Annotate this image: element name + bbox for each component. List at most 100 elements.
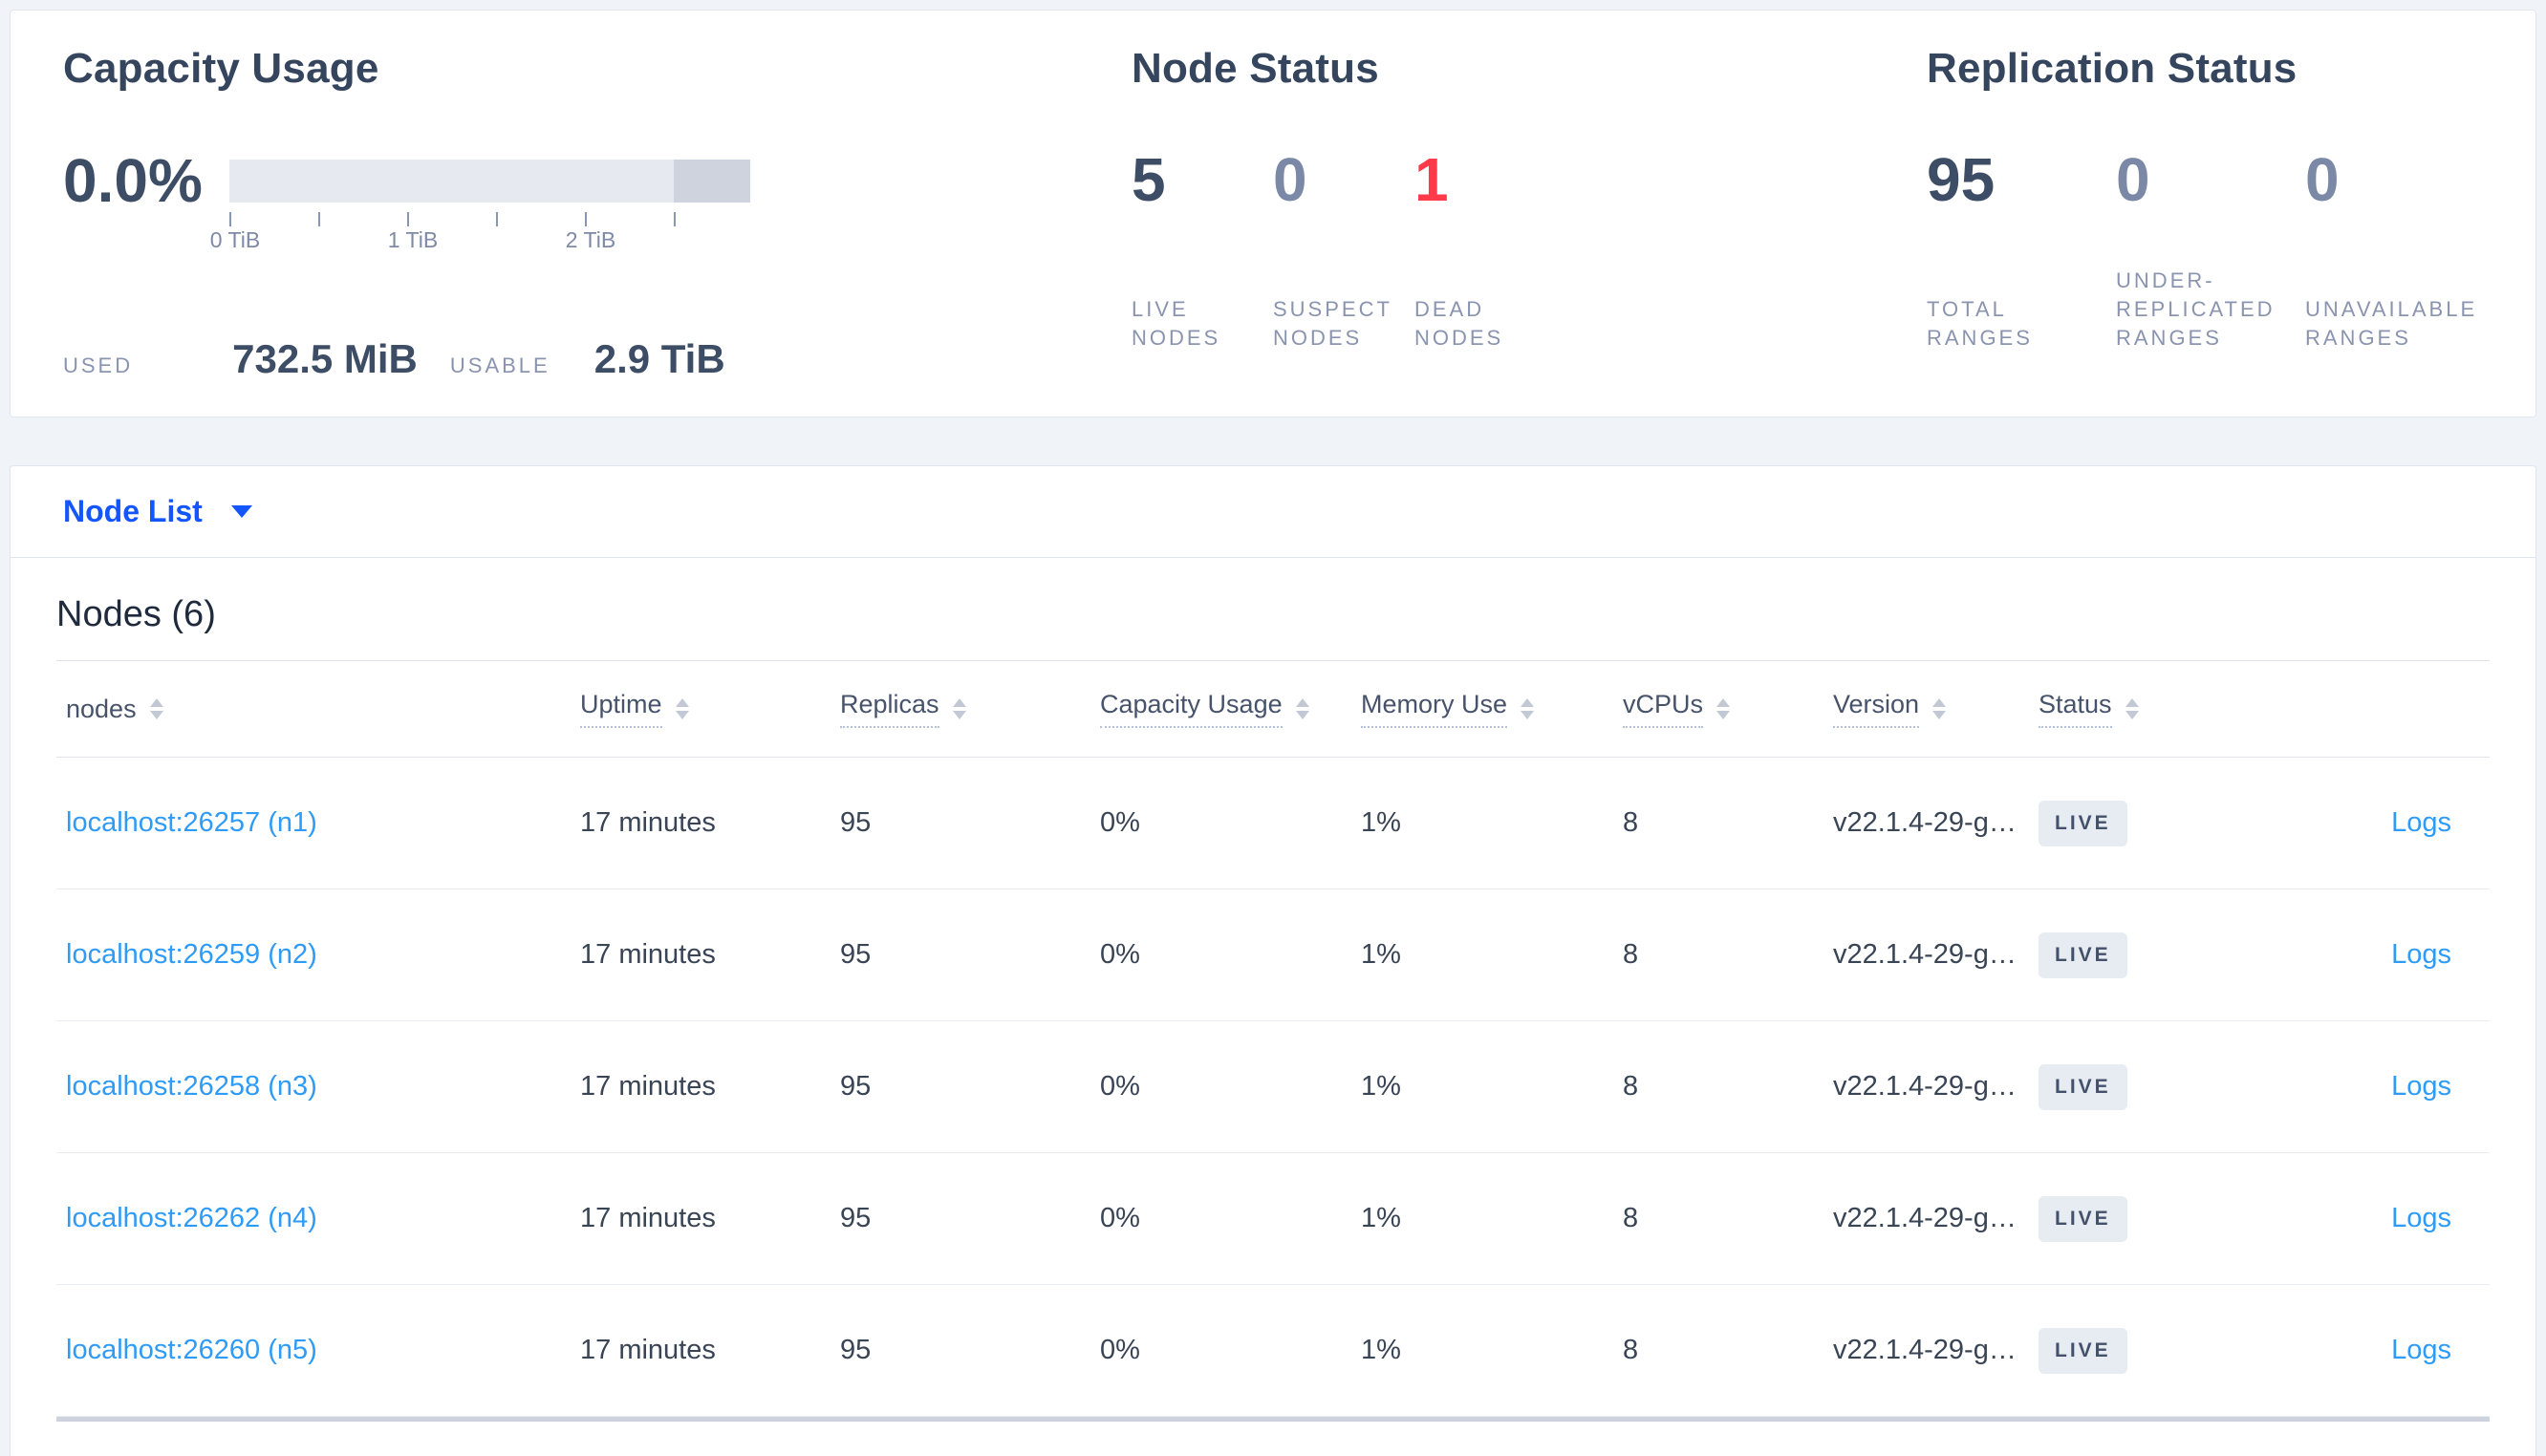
table-row: localhost:26260 (n5) 17 minutes 95 0% 1%… [56, 1285, 2490, 1417]
usable-value: 2.9 TiB [593, 336, 725, 381]
node-address-link[interactable]: localhost:26258 (n3) [66, 1071, 317, 1102]
sort-icon [952, 698, 966, 719]
logs-link[interactable]: Logs [2391, 1071, 2451, 1102]
logs-link[interactable]: Logs [2391, 1203, 2451, 1233]
axis-label-1tib: 1 TiB [387, 227, 439, 252]
replicas-cell: 95 [840, 1335, 872, 1365]
nodes-table-heading: Nodes (6) [56, 594, 216, 634]
node-address-link[interactable]: localhost:26259 (n2) [66, 939, 317, 970]
capacity-cell: 0% [1100, 1335, 1140, 1365]
version-cell: v22.1.4-29-g… [1833, 1203, 2017, 1233]
dead-nodes-label: DEAD NODES [1414, 297, 1504, 350]
capacity-usage-section: Capacity Usage 0.0% 0 TiB 1 TiB 2 [63, 11, 1000, 417]
axis-label-0tib: 0 TiB [209, 227, 261, 252]
capacity-cell: 0% [1100, 807, 1140, 838]
capacity-bar-tail-segment [673, 160, 750, 203]
total-ranges-label: TOTAL RANGES [1927, 297, 2033, 350]
unavailable-ranges-stat: 0 UNAVAILABLE RANGES [2305, 146, 2494, 353]
uptime-cell: 17 minutes [580, 1335, 716, 1365]
capacity-cell: 0% [1100, 1071, 1140, 1102]
uptime-cell: 17 minutes [580, 1203, 716, 1233]
status-badge: LIVE [2039, 800, 2127, 846]
version-cell: v22.1.4-29-g… [1833, 807, 2017, 838]
replication-status-title: Replication Status [1927, 45, 2298, 92]
replicas-cell: 95 [840, 807, 872, 838]
live-nodes-label: LIVE NODES [1132, 297, 1221, 350]
memory-cell: 1% [1361, 807, 1401, 838]
under-replicated-ranges-label: UNDER-REPLICATED RANGES [2116, 268, 2276, 350]
memory-cell: 1% [1361, 939, 1401, 970]
status-badge: LIVE [2039, 1195, 2127, 1242]
capacity-usage-chart: 0.0% 0 TiB 1 TiB 2 TiB [63, 148, 1000, 256]
vcpus-cell: 8 [1623, 1071, 1639, 1102]
chevron-down-icon [230, 505, 252, 518]
table-top-divider [56, 660, 2490, 661]
table-header-row: nodes Uptime Replicas Capacity Usage Mem… [56, 661, 2490, 758]
logs-link[interactable]: Logs [2391, 1335, 2451, 1365]
table-row: localhost:26259 (n2) 17 minutes 95 0% 1%… [56, 889, 2490, 1021]
suspect-nodes-label: SUSPECT NODES [1273, 297, 1392, 350]
view-selector-bar: Node List [10, 465, 2536, 557]
capacity-percent: 0.0% [63, 146, 203, 215]
sort-icon [149, 698, 163, 719]
replicas-cell: 95 [840, 1203, 872, 1233]
sort-icon [2125, 698, 2139, 719]
logs-link[interactable]: Logs [2391, 939, 2451, 970]
capacity-cell: 0% [1100, 939, 1140, 970]
status-badge: LIVE [2039, 1327, 2127, 1374]
capacity-bar-track [229, 160, 750, 203]
version-cell: v22.1.4-29-g… [1833, 1071, 2017, 1102]
suspect-nodes-stat: 0 SUSPECT NODES [1273, 146, 1414, 353]
version-cell: v22.1.4-29-g… [1833, 939, 2017, 970]
node-status-title: Node Status [1132, 45, 1379, 92]
replicas-cell: 95 [840, 939, 872, 970]
capacity-stats: USED 732.5 MiB USABLE 2.9 TiB [63, 336, 1000, 382]
capacity-cell: 0% [1100, 1203, 1140, 1233]
live-nodes-stat: 5 LIVE NODES [1132, 146, 1273, 353]
node-status-section: Node Status 5 LIVE NODES 0 SUSPECT NODES… [1132, 11, 1896, 417]
suspect-nodes-value: 0 [1273, 145, 1307, 214]
vcpus-cell: 8 [1623, 807, 1639, 838]
under-replicated-ranges-value: 0 [2116, 145, 2150, 214]
capacity-usage-title: Capacity Usage [63, 45, 379, 92]
column-header-memory-use[interactable]: Memory Use [1361, 690, 1623, 728]
node-list-dropdown-label: Node List [63, 494, 203, 528]
node-address-link[interactable]: localhost:26260 (n5) [66, 1335, 317, 1365]
memory-cell: 1% [1361, 1335, 1401, 1365]
status-badge: LIVE [2039, 931, 2127, 978]
under-replicated-ranges-stat: 0 UNDER-REPLICATED RANGES [2116, 146, 2305, 353]
node-address-link[interactable]: localhost:26257 (n1) [66, 807, 317, 838]
column-header-version[interactable]: Version [1833, 690, 2039, 728]
logs-link[interactable]: Logs [2391, 807, 2451, 838]
sort-icon [1295, 698, 1309, 719]
replication-status-stats: 95 TOTAL RANGES 0 UNDER-REPLICATED RANGE… [1927, 146, 2538, 353]
total-ranges-value: 95 [1927, 145, 1996, 214]
table-row: localhost:26257 (n1) 17 minutes 95 0% 1%… [56, 758, 2490, 889]
node-list-dropdown[interactable]: Node List [63, 494, 252, 529]
column-header-capacity-usage[interactable]: Capacity Usage [1100, 690, 1361, 728]
column-header-uptime[interactable]: Uptime [580, 690, 840, 728]
usable-label: USABLE [449, 353, 550, 377]
sort-icon [675, 698, 689, 719]
table-row: localhost:26262 (n4) 17 minutes 95 0% 1%… [56, 1153, 2490, 1285]
capacity-axis-labels: 0 TiB 1 TiB 2 TiB [210, 227, 750, 256]
node-address-link[interactable]: localhost:26262 (n4) [66, 1203, 317, 1233]
column-header-nodes[interactable]: nodes [56, 695, 580, 724]
uptime-cell: 17 minutes [580, 807, 716, 838]
cluster-summary-panel: Capacity Usage 0.0% 0 TiB 1 TiB 2 [10, 10, 2536, 418]
unavailable-ranges-label: UNAVAILABLE RANGES [2305, 297, 2478, 350]
version-cell: v22.1.4-29-g… [1833, 1335, 2017, 1365]
replication-status-section: Replication Status 95 TOTAL RANGES 0 UND… [1927, 11, 2538, 417]
column-header-vcpus[interactable]: vCPUs [1623, 690, 1833, 728]
capacity-bar: 0 TiB 1 TiB 2 TiB [210, 148, 750, 256]
vcpus-cell: 8 [1623, 1203, 1639, 1233]
capacity-axis-ticks [229, 203, 750, 227]
vcpus-cell: 8 [1623, 1335, 1639, 1365]
column-header-replicas[interactable]: Replicas [840, 690, 1100, 728]
replicas-cell: 95 [840, 1071, 872, 1102]
column-header-status[interactable]: Status [2039, 690, 2244, 728]
memory-cell: 1% [1361, 1071, 1401, 1102]
sort-icon [1716, 698, 1731, 719]
unavailable-ranges-value: 0 [2305, 145, 2340, 214]
